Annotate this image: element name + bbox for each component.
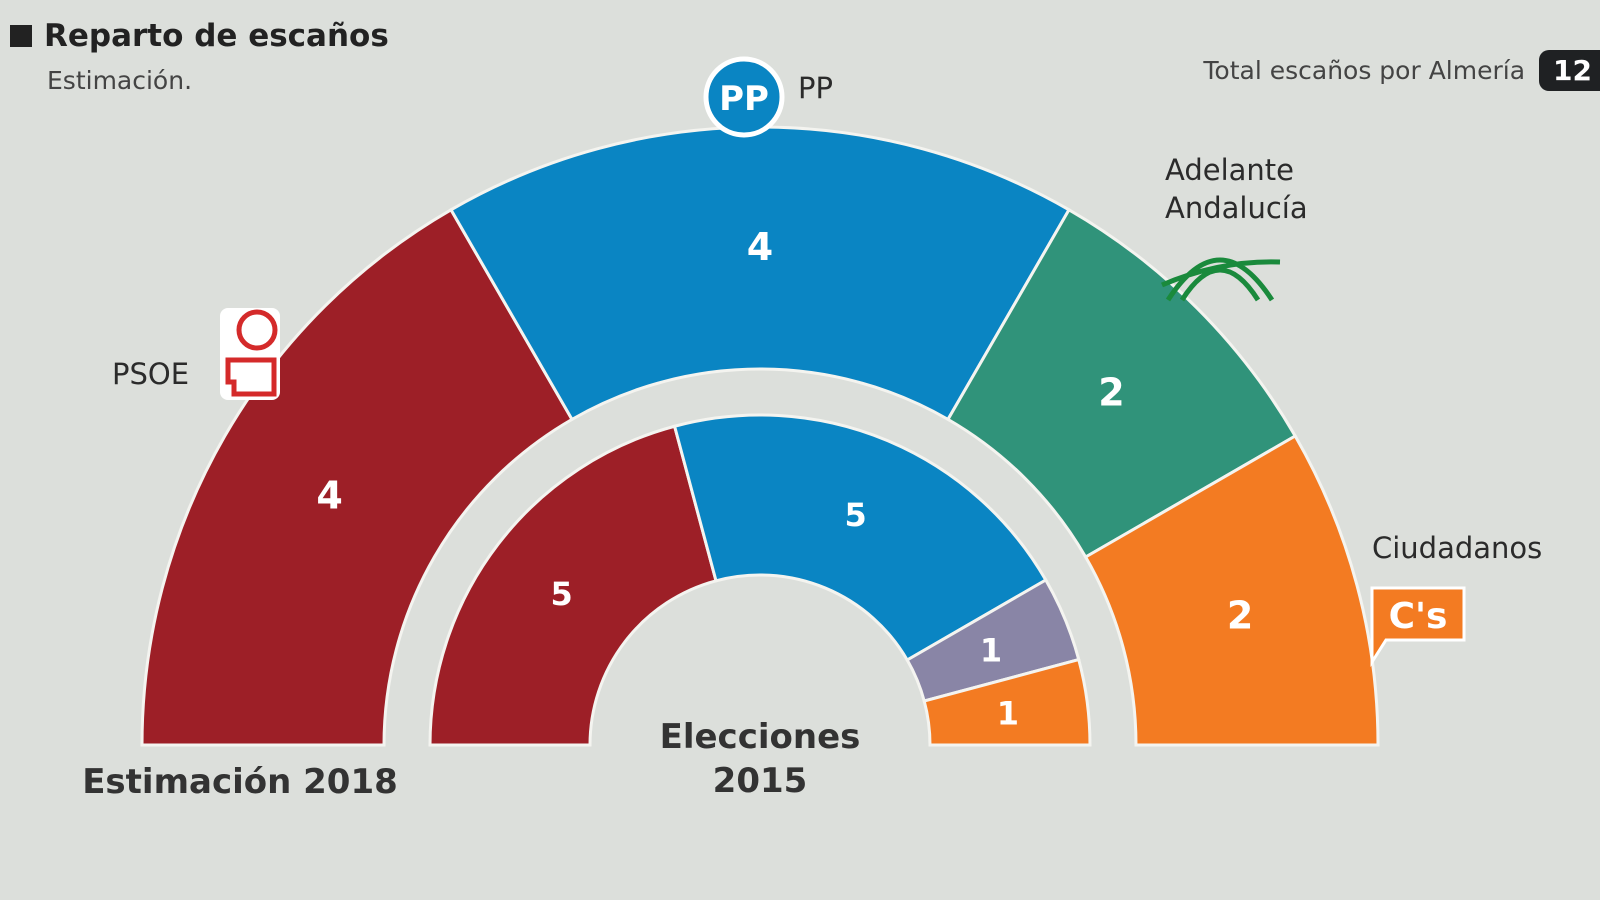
psoe-rose-icon bbox=[236, 309, 278, 351]
seat-label-inner-2: 1 bbox=[980, 631, 1002, 669]
segment-inner-3 bbox=[922, 657, 1092, 747]
title-square-icon bbox=[10, 25, 32, 47]
total-label: Total escaños por Almería bbox=[1203, 56, 1526, 85]
segment-inner-0 bbox=[428, 424, 718, 747]
segment-outer-1 bbox=[448, 125, 1072, 422]
seat-label-inner-0: 5 bbox=[551, 575, 573, 613]
label-ring-inner-line1: Elecciones bbox=[659, 717, 861, 757]
pp-logo-text: PP bbox=[719, 79, 769, 119]
seat-label-outer-2: 2 bbox=[1098, 371, 1124, 415]
label-adelante-andalucia: Adelante Andalucía bbox=[1165, 152, 1308, 227]
chart-title: Reparto de escaños bbox=[10, 18, 389, 54]
psoe-fist-icon bbox=[225, 357, 277, 397]
seat-label-outer-3: 2 bbox=[1227, 593, 1253, 637]
label-ring-outer: Estimación 2018 bbox=[82, 762, 398, 802]
label-pp: PP bbox=[798, 71, 833, 105]
seat-label-inner-1: 5 bbox=[845, 496, 867, 534]
label-ring-inner: Elecciones 2015 bbox=[640, 715, 880, 803]
label-aa-line1: Adelante bbox=[1165, 153, 1294, 187]
total-seats: Total escaños por Almería 12 bbox=[1203, 50, 1600, 91]
cs-logo-icon bbox=[1370, 586, 1466, 668]
segment-inner-1 bbox=[672, 413, 1048, 663]
chart-subtitle: Estimación. bbox=[47, 66, 193, 95]
cs-logo-text: C's bbox=[1389, 596, 1448, 637]
seat-label-inner-3: 1 bbox=[997, 694, 1019, 732]
segment-outer-0 bbox=[140, 207, 575, 747]
label-ring-inner-line2: 2015 bbox=[712, 761, 808, 802]
seat-label-outer-0: 4 bbox=[316, 474, 342, 518]
total-badge: 12 bbox=[1539, 50, 1600, 91]
label-ciudadanos: Ciudadanos bbox=[1372, 531, 1543, 565]
segment-outer-3 bbox=[1083, 433, 1380, 747]
seat-label-outer-1: 4 bbox=[747, 225, 773, 269]
pp-logo-icon bbox=[703, 56, 785, 138]
label-aa-line2: Andalucía bbox=[1165, 190, 1308, 225]
title-text: Reparto de escaños bbox=[44, 18, 389, 54]
psoe-logo-icon bbox=[220, 308, 280, 400]
label-psoe: PSOE bbox=[112, 357, 190, 391]
adelante-andalucia-logo-icon bbox=[1161, 257, 1281, 302]
